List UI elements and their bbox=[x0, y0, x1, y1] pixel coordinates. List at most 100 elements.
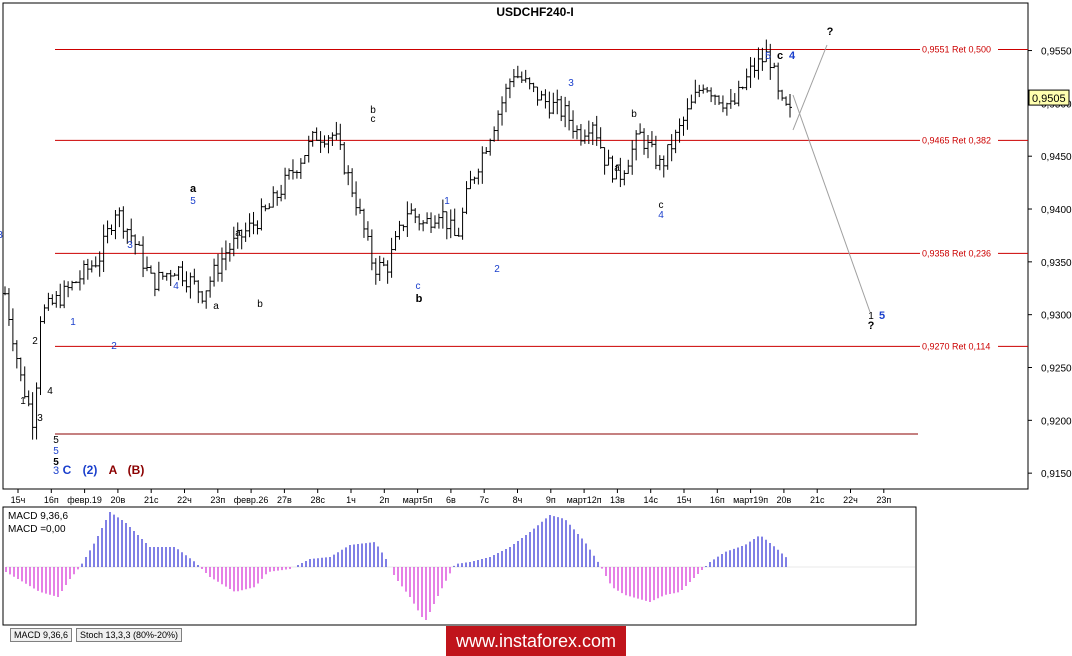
ohlc-bar bbox=[113, 210, 118, 240]
x-tick-label: 6в bbox=[446, 495, 456, 505]
ohlc-bar bbox=[219, 247, 224, 282]
ohlc-bar bbox=[468, 170, 473, 190]
ohlc-bar bbox=[665, 144, 670, 170]
x-tick-label: февр.26 bbox=[234, 495, 269, 505]
ohlc-bar bbox=[685, 98, 690, 130]
wave-label: 1 bbox=[868, 311, 874, 322]
x-tick-label: 1ч bbox=[346, 495, 356, 505]
ohlc-bar bbox=[397, 220, 402, 240]
ohlc-bar bbox=[259, 198, 264, 231]
ohlc-bar bbox=[657, 155, 662, 171]
ohlc-bar bbox=[208, 276, 213, 298]
y-tick-label: 0,9450 bbox=[1041, 152, 1072, 163]
wave-label: b bbox=[416, 293, 423, 305]
ohlc-bar bbox=[488, 138, 493, 156]
x-tick-label: февр.19 bbox=[67, 495, 102, 505]
ohlc-bar bbox=[129, 218, 134, 244]
wave-label: (2) bbox=[83, 463, 98, 477]
x-tick-label: 22ч bbox=[843, 495, 858, 505]
wave-label: 5 bbox=[53, 435, 59, 446]
wave-label: 5 bbox=[53, 446, 59, 457]
ohlc-bar bbox=[669, 134, 674, 162]
wave-label: 2 bbox=[32, 336, 38, 347]
macd-histogram bbox=[5, 512, 787, 620]
wave-label: 1 bbox=[20, 396, 26, 407]
wave-label: ? bbox=[868, 320, 875, 332]
x-tick-label: 20в bbox=[777, 495, 792, 505]
ohlc-bar bbox=[354, 181, 359, 216]
ohlc-bar bbox=[511, 68, 516, 88]
wave-label: c bbox=[777, 50, 783, 62]
ohlc-bar bbox=[768, 43, 773, 80]
ohlc-bar bbox=[235, 222, 240, 249]
ohlc-bar bbox=[26, 390, 31, 407]
ohlc-bar bbox=[62, 280, 67, 309]
ohlc-bar bbox=[610, 155, 615, 183]
y-tick-label: 0,9350 bbox=[1041, 258, 1072, 269]
ohlc-bar bbox=[6, 288, 11, 326]
wave-label: 5 bbox=[53, 457, 59, 468]
ohlc-bar bbox=[145, 256, 150, 272]
fibonacci-level-label: 0,9551 Ret 0,500 bbox=[922, 44, 991, 54]
x-tick-label: 13в bbox=[610, 495, 625, 505]
ohlc-bar bbox=[216, 253, 221, 282]
fibonacci-label-bg bbox=[920, 133, 998, 147]
ohlc-bar bbox=[30, 392, 35, 440]
ohlc-bar bbox=[772, 62, 777, 69]
wave-label: (B) bbox=[128, 463, 145, 477]
ohlc-bar bbox=[586, 120, 591, 144]
ohlc-bar bbox=[385, 260, 390, 284]
ohlc-bar bbox=[401, 224, 406, 232]
macd-panel-frame bbox=[2, 506, 917, 626]
ohlc-bar bbox=[503, 83, 508, 113]
ohlc-bar bbox=[66, 281, 71, 298]
ohlc-bar bbox=[405, 201, 410, 237]
ohlc-bar bbox=[117, 207, 122, 228]
ohlc-bar bbox=[574, 125, 579, 140]
ohlc-bar bbox=[243, 222, 248, 242]
y-tick-label: 0,9400 bbox=[1041, 205, 1072, 216]
ohlc-bar bbox=[642, 128, 647, 155]
ohlc-bar bbox=[425, 212, 430, 225]
ohlc-bar bbox=[559, 95, 564, 122]
ohlc-bar bbox=[645, 135, 650, 159]
ohlc-bar bbox=[709, 87, 714, 103]
ohlc-bar bbox=[188, 272, 193, 299]
ohlc-bar bbox=[141, 236, 146, 278]
x-tick-label: 16п bbox=[44, 495, 59, 505]
ohlc-bar bbox=[531, 82, 536, 93]
instaforex-logo[interactable]: www.instaforex.com bbox=[446, 626, 626, 656]
tab-stoch[interactable]: Stoch 13,3,3 (80%-20%) bbox=[76, 628, 183, 642]
ohlc-bar bbox=[480, 146, 485, 184]
candles-group bbox=[3, 39, 792, 440]
macd-title: MACD 9,36,6 bbox=[8, 511, 68, 522]
ohlc-bar bbox=[413, 208, 418, 224]
ohlc-bar bbox=[716, 95, 721, 105]
x-tick-label: 21с bbox=[144, 495, 159, 505]
x-tick-label: 2п bbox=[379, 495, 389, 505]
ohlc-bar bbox=[590, 122, 595, 146]
ohlc-bar bbox=[196, 280, 201, 304]
ohlc-bar bbox=[184, 271, 189, 293]
x-tick-label: март19п bbox=[733, 495, 768, 505]
ohlc-bar bbox=[756, 47, 761, 80]
tab-macd[interactable]: MACD 9,36,6 bbox=[10, 628, 73, 642]
ohlc-bar bbox=[389, 237, 394, 278]
wave-label: c bbox=[416, 281, 421, 292]
ohlc-bar bbox=[614, 164, 619, 180]
ohlc-bar bbox=[571, 110, 576, 139]
projection-line-down bbox=[792, 94, 871, 313]
ohlc-bar bbox=[358, 198, 363, 214]
ohlc-bar bbox=[148, 265, 153, 274]
fibonacci-level-label: 0,9465 Ret 0,382 bbox=[922, 135, 991, 145]
x-tick-label: 8ч bbox=[513, 495, 523, 505]
ohlc-bar bbox=[653, 135, 658, 170]
wave-label: 4 bbox=[789, 50, 796, 62]
fibonacci-level-label: 0,9358 Ret 0,236 bbox=[922, 248, 991, 258]
ohlc-bar bbox=[156, 261, 161, 292]
x-tick-label: 28с bbox=[310, 495, 325, 505]
ohlc-bar bbox=[3, 286, 7, 296]
ohlc-bar bbox=[421, 220, 426, 232]
ohlc-bar bbox=[58, 283, 63, 309]
ohlc-bar bbox=[377, 255, 382, 281]
